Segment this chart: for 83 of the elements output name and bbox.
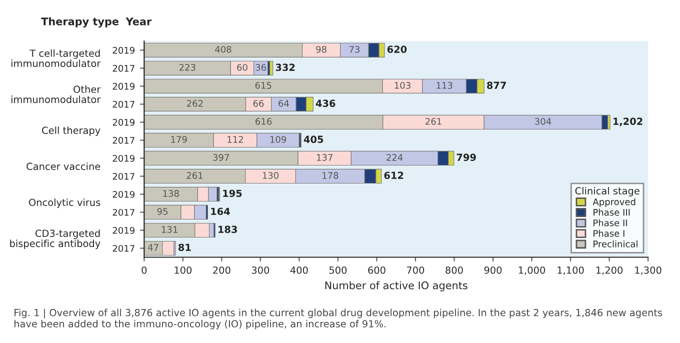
text: Therapy type: [41, 17, 118, 28]
y-tick-label: 2017: [112, 208, 134, 216]
total-label: 405: [304, 136, 324, 144]
text: Cell therapy: [42, 126, 100, 136]
y-tick-label: 2019: [112, 46, 134, 54]
data-label: 224: [386, 154, 403, 161]
data-label: 138: [163, 190, 179, 197]
total-label: 436: [316, 100, 336, 108]
x-tick-label: 800: [446, 266, 463, 274]
data-label: 615: [255, 82, 272, 89]
data-label: 64: [278, 100, 289, 107]
data-label: 60: [237, 64, 248, 71]
y-tick-label: 2017: [112, 100, 134, 108]
x-tick-label: 900: [484, 266, 502, 274]
data-label: 47: [148, 244, 158, 251]
y-tick-label: 2017: [112, 136, 134, 144]
x-axis-title: Number of active IO agents: [325, 281, 468, 292]
total-label: 164: [211, 208, 230, 216]
total-label: 183: [218, 226, 237, 234]
x-tick-label: 300: [252, 266, 270, 274]
data-label: 113: [436, 82, 452, 89]
data-label: 98: [316, 46, 326, 53]
text: Cancer vaccine: [26, 162, 100, 170]
data-label: 262: [186, 100, 203, 107]
y-tick-label: 2017: [112, 244, 134, 252]
data-label: 73: [349, 46, 360, 53]
total-label: 332: [276, 64, 295, 71]
legend-title: Clinical stage: [575, 186, 640, 196]
x-tick-label: 200: [213, 266, 230, 274]
legend-label: Preclinical: [594, 240, 638, 248]
y-tick-label: 2019: [112, 82, 134, 90]
text: T cell-targeted immunomodulator: [11, 49, 101, 68]
x-tick-label: 1,100: [558, 266, 584, 275]
total-label: 612: [384, 172, 404, 180]
bar: [269, 60, 274, 76]
caption: Fig. 1 | Overview of all 3,876 active IO agents in the current global drug development pipeline. In the past 2 years, 1,846 new agents have been added to the immuno-oncology (IO) pipeline, an increase of 91%.: [14, 308, 662, 330]
y-tick-label: 2019: [112, 190, 134, 198]
data-label: 261: [426, 118, 442, 125]
y-tick-label: 2017: [112, 172, 134, 180]
y-tick-label: 2017: [112, 64, 134, 72]
data-label: 179: [171, 136, 187, 143]
total-label: 620: [387, 46, 407, 53]
total-label: 195: [223, 190, 242, 198]
y-tick-label: 2019: [112, 226, 134, 234]
x-tick-label: 100: [174, 266, 192, 274]
total-label: 799: [456, 154, 476, 162]
x-tick-label: 700: [407, 266, 424, 274]
data-label: 36: [256, 64, 266, 71]
legend-label: Phase I: [594, 230, 624, 237]
text: Other immunomodulator: [11, 85, 101, 104]
data-label: 304: [535, 118, 552, 125]
total-label: 81: [178, 244, 191, 252]
total-label: 1,202: [613, 118, 642, 126]
data-label: 261: [186, 172, 203, 179]
x-tick-label: 1,300: [635, 266, 662, 275]
x-tick-label: 1,000: [518, 266, 546, 275]
data-label: 137: [316, 154, 332, 161]
x-tick-label: 500: [329, 266, 347, 274]
text: Year: [126, 18, 152, 26]
x-tick-label: 600: [368, 266, 386, 274]
x-tick-label: 0: [142, 266, 147, 274]
text: CD3-targeted bispecific antibody: [10, 229, 100, 250]
data-label: 66: [253, 100, 264, 107]
data-label: 408: [215, 46, 232, 53]
data-label: 178: [322, 172, 338, 179]
data-label: 109: [270, 136, 286, 143]
total-label: 877: [487, 82, 506, 89]
data-label: 223: [179, 64, 196, 71]
data-label: 397: [213, 154, 229, 161]
y-tick-label: 2019: [112, 154, 134, 162]
y-tick-label: 2019: [112, 118, 134, 126]
data-label: 95: [157, 208, 168, 215]
data-label: 130: [262, 172, 279, 179]
data-label: 112: [228, 136, 243, 143]
legend-label: Approved: [592, 198, 636, 207]
legend-label: Phase II: [594, 219, 627, 226]
x-tick-label: 400: [290, 266, 308, 274]
legend-label: Phase III: [594, 208, 630, 216]
text: Oncolytic virus: [28, 198, 100, 208]
x-tick-label: 1,200: [596, 266, 623, 275]
data-label: 103: [394, 82, 410, 89]
data-label: 131: [162, 226, 178, 233]
data-label: 616: [256, 118, 272, 125]
